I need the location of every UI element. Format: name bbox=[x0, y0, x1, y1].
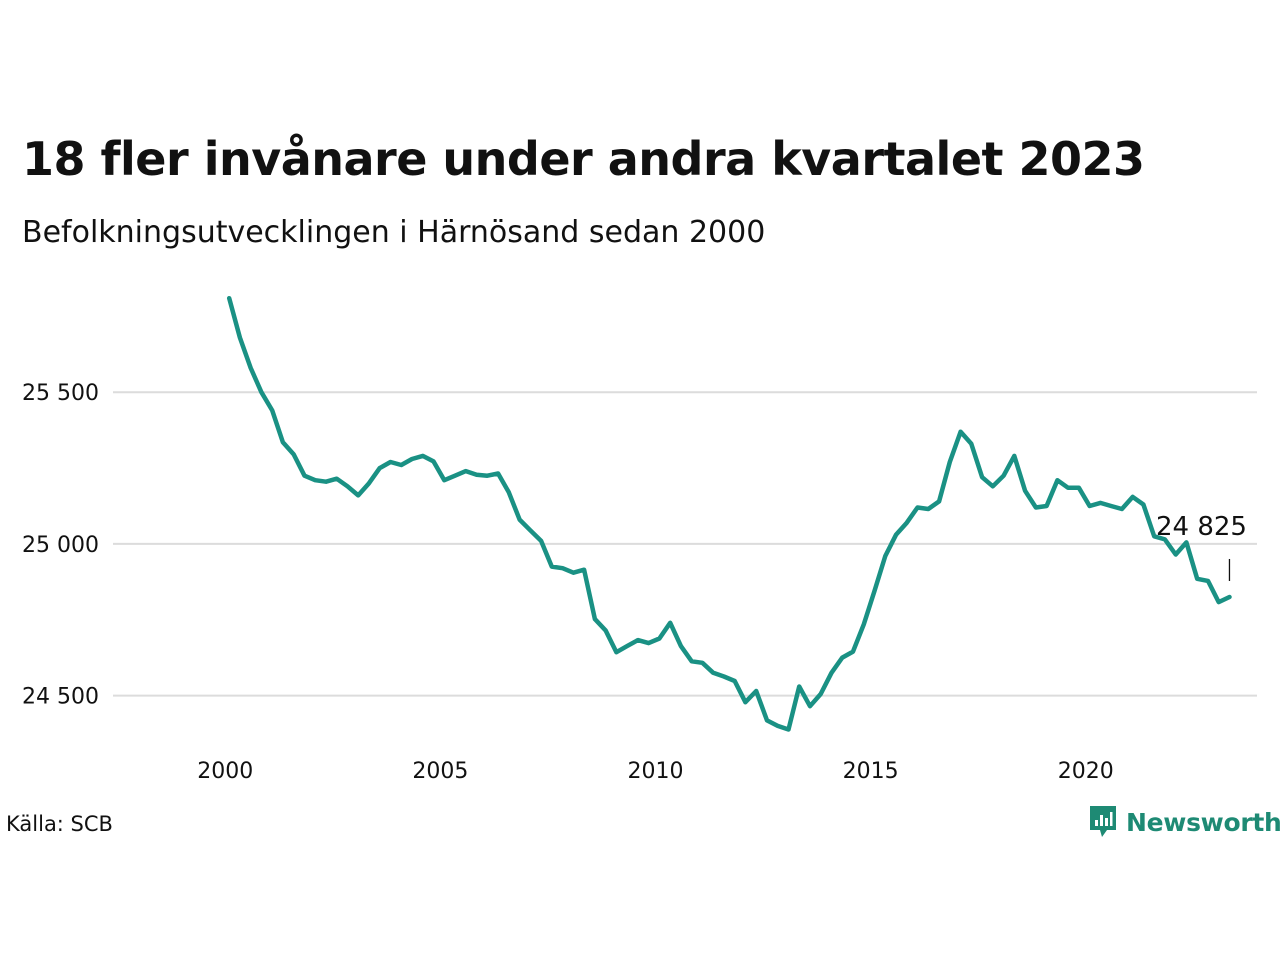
brand-logo[interactable]: Newsworthy bbox=[1088, 804, 1280, 840]
x-tick-labels: 2000 2005 2010 2015 2020 bbox=[197, 759, 1113, 784]
brand-name: Newsworthy bbox=[1126, 807, 1280, 837]
grid-lines bbox=[113, 391, 1257, 697]
x-tick-label: 2010 bbox=[628, 759, 684, 784]
x-tick-label: 2020 bbox=[1058, 759, 1114, 784]
chart-title: 18 fler invånare under andra kvartalet 2… bbox=[22, 132, 1145, 186]
y-tick-labels: 24 500 25 000 25 500 bbox=[22, 381, 99, 709]
y-tick-label: 25 500 bbox=[22, 381, 99, 406]
chart-subtitle: Befolkningsutvecklingen i Härnösand seda… bbox=[22, 215, 766, 250]
x-tick-label: 2005 bbox=[412, 759, 468, 784]
source-note: Källa: SCB bbox=[6, 812, 113, 836]
end-value-label: 24 825 bbox=[1156, 512, 1247, 542]
x-tick-label: 2000 bbox=[197, 759, 253, 784]
y-tick-label: 25 000 bbox=[22, 533, 99, 558]
population-line bbox=[226, 295, 1232, 732]
x-tick-label: 2015 bbox=[843, 759, 899, 784]
y-tick-label: 24 500 bbox=[22, 685, 99, 710]
newsworthy-logo-icon bbox=[1090, 806, 1116, 837]
